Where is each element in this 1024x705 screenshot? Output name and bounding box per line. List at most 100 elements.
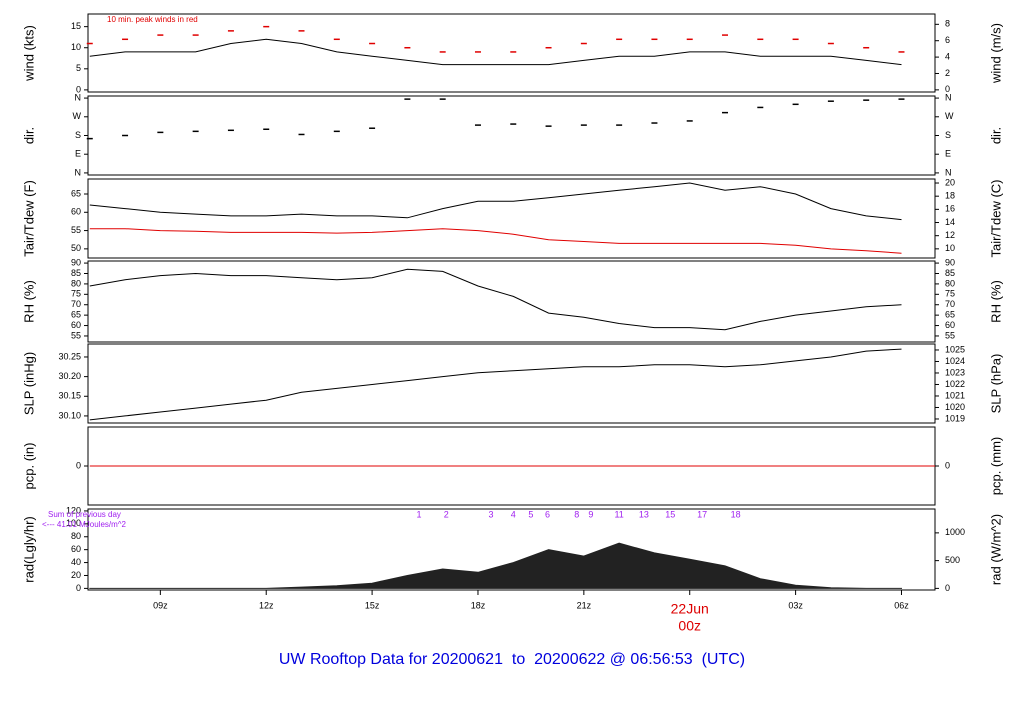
y2-tick-label: 1021 xyxy=(945,390,965,400)
y2-tick-label: 4 xyxy=(945,51,950,61)
panel-frame xyxy=(87,13,936,93)
marker-number: 2 xyxy=(444,509,449,519)
y2-axis-title: wind (m/s) xyxy=(988,23,1003,84)
y2-tick-label: 1024 xyxy=(945,356,965,366)
y2-tick-label: 0 xyxy=(945,84,950,94)
y-tick-label: 0 xyxy=(76,583,81,593)
y2-tick-label: 20 xyxy=(945,177,955,187)
y-axis-title: rad(Lgly/hr) xyxy=(21,516,36,582)
y2-tick-label: 18 xyxy=(945,191,955,201)
y2-tick-label: 10 xyxy=(945,243,955,253)
y-axis-title: pcp. (in) xyxy=(21,443,36,490)
y-tick-label: 55 xyxy=(71,225,81,235)
y-tick-label: W xyxy=(73,111,82,121)
y2-tick-label: E xyxy=(945,149,951,159)
y-tick-label: 10 xyxy=(71,42,81,52)
x-tick-label: 21z xyxy=(577,600,592,610)
y2-tick-label: N xyxy=(945,92,952,102)
data-line xyxy=(89,38,902,66)
y-tick-label: 90 xyxy=(71,257,81,267)
y2-tick-label: S xyxy=(945,130,951,140)
y2-tick-label: 1023 xyxy=(945,367,965,377)
y-tick-label: S xyxy=(75,130,81,140)
y2-axis-title: dir. xyxy=(988,127,1003,144)
x-tick-label: 12z xyxy=(259,600,274,610)
y2-tick-label: 6 xyxy=(945,35,950,45)
data-line xyxy=(89,268,902,331)
y2-tick-label: 500 xyxy=(945,555,960,565)
y-axis-title: Tair/Tdew (F) xyxy=(21,180,36,257)
y-tick-label: N xyxy=(75,167,82,177)
y-tick-label: 100 xyxy=(66,518,81,528)
y-tick-label: 60 xyxy=(71,320,81,330)
y-tick-label: 30.20 xyxy=(58,371,81,381)
y-tick-label: 80 xyxy=(71,531,81,541)
y-tick-label: 15 xyxy=(71,21,81,31)
annotation: <--- 41.01 MJoules/m^2 xyxy=(42,520,127,529)
footer-title: UW Rooftop Data for 20200621 to 20200622… xyxy=(279,651,745,668)
y2-tick-label: 0 xyxy=(945,460,950,470)
y-tick-label: 5 xyxy=(76,63,81,73)
y-tick-label: 65 xyxy=(71,310,81,320)
marker-number: 9 xyxy=(588,509,593,519)
y2-tick-label: 70 xyxy=(945,299,955,309)
marker-number: 15 xyxy=(665,509,675,519)
y2-tick-label: 1000 xyxy=(945,527,965,537)
y-axis-title: RH (%) xyxy=(21,280,36,323)
y-tick-label: 80 xyxy=(71,278,81,288)
data-line xyxy=(89,348,902,421)
y2-tick-label: 65 xyxy=(945,310,955,320)
x-tick-label: 06z xyxy=(894,600,909,610)
panel-frame xyxy=(87,343,936,424)
x-tick-label: 03z xyxy=(788,600,803,610)
y2-tick-label: 12 xyxy=(945,230,955,240)
marker-number: 17 xyxy=(697,509,707,519)
annotation: 10 min. peak winds in red xyxy=(107,15,198,24)
y-axis-title: SLP (inHg) xyxy=(21,352,36,415)
y2-tick-label: 2 xyxy=(945,68,950,78)
y-tick-label: 30.25 xyxy=(58,351,81,361)
y2-tick-label: 60 xyxy=(945,320,955,330)
y-tick-label: 50 xyxy=(71,243,81,253)
x-tick-label: 18z xyxy=(471,600,486,610)
marker-number: 11 xyxy=(614,509,623,519)
marker-number: 8 xyxy=(574,509,579,519)
y-tick-label: N xyxy=(75,92,82,102)
panel-frame xyxy=(87,178,936,259)
y-tick-label: 40 xyxy=(71,557,81,567)
y2-tick-label: 1025 xyxy=(945,344,965,354)
y-tick-label: 0 xyxy=(76,460,81,470)
y2-tick-label: 16 xyxy=(945,204,955,214)
y2-axis-title: pcp. (mm) xyxy=(988,437,1003,496)
marker-number: 3 xyxy=(489,509,494,519)
marker-number: 1 xyxy=(417,509,422,519)
y2-tick-label: 14 xyxy=(945,217,955,227)
y2-tick-label: 80 xyxy=(945,278,955,288)
marker-number: 18 xyxy=(731,509,741,519)
y2-tick-label: 1022 xyxy=(945,379,965,389)
y-axis-title: wind (kts) xyxy=(21,25,36,82)
panel-frame xyxy=(87,95,936,176)
y2-tick-label: 0 xyxy=(945,583,950,593)
y-tick-label: 0 xyxy=(76,84,81,94)
y2-axis-title: Tair/Tdew (C) xyxy=(988,179,1003,257)
data-line xyxy=(89,228,902,254)
y2-tick-label: 8 xyxy=(945,19,950,29)
marker-number: 4 xyxy=(511,509,516,519)
marker-number: 13 xyxy=(639,509,649,519)
y2-axis-title: rad (W/m^2) xyxy=(988,514,1003,585)
y2-tick-label: 1020 xyxy=(945,402,965,412)
data-area xyxy=(89,542,902,589)
y-tick-label: 75 xyxy=(71,289,81,299)
y2-tick-label: 1019 xyxy=(945,413,965,423)
marker-number: 5 xyxy=(528,509,533,519)
y-tick-label: 65 xyxy=(71,188,81,198)
y2-axis-title: SLP (hPa) xyxy=(988,354,1003,414)
y-tick-label: 55 xyxy=(71,330,81,340)
x-tick-label: 09z xyxy=(153,600,168,610)
y-tick-label: E xyxy=(75,149,81,159)
y2-tick-label: 90 xyxy=(945,257,955,267)
y2-tick-label: 55 xyxy=(945,330,955,340)
y2-tick-label: 85 xyxy=(945,268,955,278)
